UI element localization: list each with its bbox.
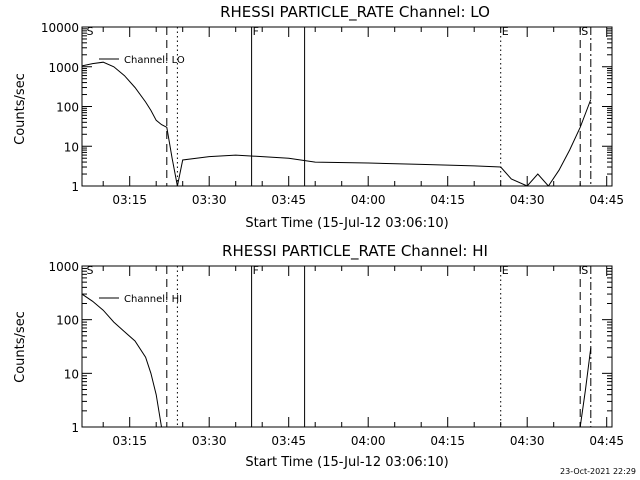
lo-y-axis-label: Counts/sec xyxy=(13,73,28,145)
lo-y-tick-label: 10000 xyxy=(41,21,79,35)
lo-channel-panel: RHESSI PARTICLE_RATE Channel: LO Start T… xyxy=(13,3,624,231)
hi-event-marker-label: F xyxy=(253,264,259,277)
hi-x-tick-label: 04:15 xyxy=(430,434,465,448)
hi-y-tick-label: 1 xyxy=(71,421,79,435)
hi-x-tick-label: 03:45 xyxy=(271,434,306,448)
lo-x-tick-label: 03:45 xyxy=(271,193,306,207)
hi-event-marker-label: S xyxy=(581,264,588,277)
lo-legend-label: Channel: LO xyxy=(124,55,185,66)
lo-y-tick-label: 10 xyxy=(64,140,79,154)
hi-x-tick-label: 04:30 xyxy=(510,434,545,448)
lo-y-tick-label: 1 xyxy=(71,180,79,194)
lo-chart-title: RHESSI PARTICLE_RATE Channel: LO xyxy=(220,3,490,22)
lo-x-tick-label: 04:45 xyxy=(589,193,624,207)
hi-x-axis-label: Start Time (15-Jul-12 03:06:10) xyxy=(245,455,448,470)
lo-y-tick-label: 1000 xyxy=(48,61,79,75)
lo-x-tick-label: 03:15 xyxy=(112,193,147,207)
hi-x-tick-label: 03:15 xyxy=(112,434,147,448)
hi-x-tick-label: 03:30 xyxy=(192,434,227,448)
lo-series-line xyxy=(82,61,592,186)
hi-x-tick-label: 04:45 xyxy=(589,434,624,448)
hi-event-marker-label: E xyxy=(502,264,509,277)
hi-x-tick-label: 04:00 xyxy=(351,434,386,448)
lo-x-tick-label: 03:30 xyxy=(192,193,227,207)
hi-event-marker-label: S xyxy=(87,264,94,277)
hi-legend-label: Channel: HI xyxy=(124,294,182,305)
generation-timestamp: 23-Oct-2021 22:29 xyxy=(560,467,636,476)
lo-event-marker-label: E xyxy=(502,25,509,38)
lo-event-marker-label: S xyxy=(581,25,588,38)
lo-x-tick-label: 04:30 xyxy=(510,193,545,207)
hi-chart-title: RHESSI PARTICLE_RATE Channel: HI xyxy=(222,242,488,261)
lo-x-tick-label: 04:15 xyxy=(430,193,465,207)
hi-y-axis-label: Counts/sec xyxy=(13,311,28,383)
lo-x-axis-label: Start Time (15-Jul-12 03:06:10) xyxy=(245,216,448,231)
lo-x-tick-label: 04:00 xyxy=(351,193,386,207)
lo-event-marker-label: F xyxy=(253,25,259,38)
lo-event-marker-label: S xyxy=(87,25,94,38)
hi-y-tick-label: 10 xyxy=(64,367,79,381)
hi-channel-panel: RHESSI PARTICLE_RATE Channel: HI Start T… xyxy=(13,242,624,470)
hi-y-tick-label: 1000 xyxy=(48,260,79,274)
hi-series-line xyxy=(82,293,592,427)
hi-plot-frame xyxy=(81,265,613,428)
lo-y-tick-label: 100 xyxy=(56,101,79,115)
hi-y-tick-label: 100 xyxy=(56,314,79,328)
